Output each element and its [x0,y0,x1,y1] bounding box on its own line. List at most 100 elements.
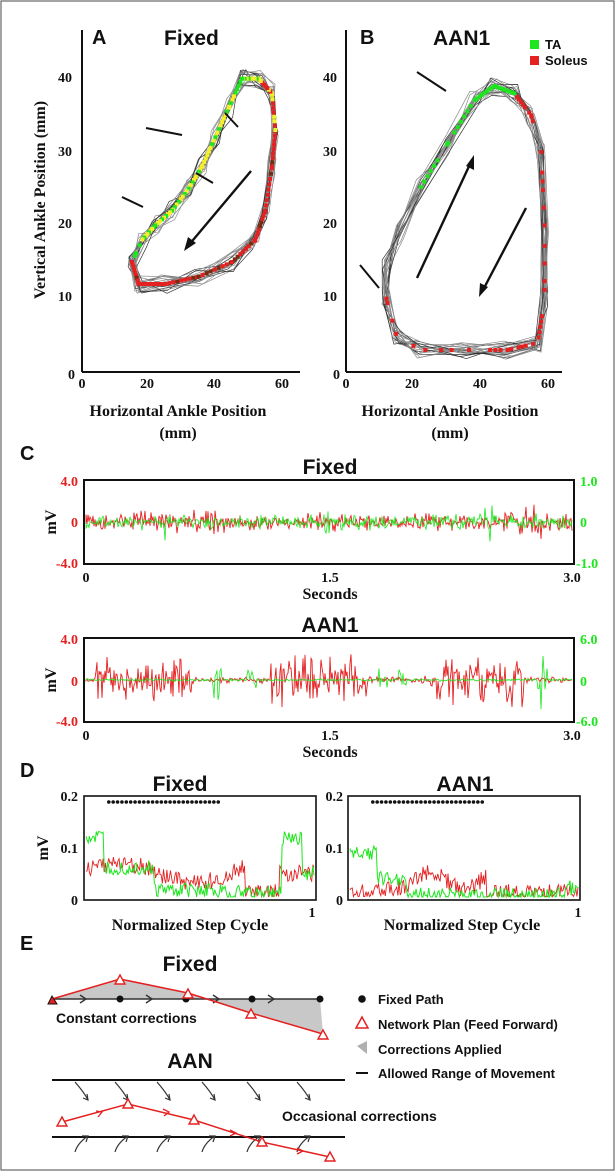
panel-c2-ylabel: mV [43,667,60,692]
emg-dot [212,267,217,272]
stance-dot [111,800,115,804]
panel-a-ytick-30: 30 [58,145,72,160]
emg-dot [542,279,547,284]
emg-dot [449,348,454,352]
stance-dot [375,800,379,804]
emg-dot [200,164,204,169]
panel-letter-e: E [20,933,33,955]
emg-dot [198,167,203,172]
emg-dot [465,109,470,114]
emg-dot [226,106,231,110]
panel-letter-b: B [360,27,374,49]
stance-dot [155,800,159,804]
emg-dot [179,278,184,283]
trajectory-trace [384,89,548,357]
emg-dot [258,223,263,228]
emg-dot [519,100,524,105]
emg-dot [435,158,440,163]
stance-dot [449,800,454,804]
panel-c2-ytick-left-bot: -4.0 [56,715,78,730]
panel-c1-emg-traces [85,504,573,542]
stance-dot [471,800,476,804]
trajectory-trace [381,90,548,357]
emg-dot [509,90,514,95]
emg-dot [452,130,457,135]
stance-dot [432,800,436,804]
emg-dot [267,182,272,187]
emg-dot [480,92,485,97]
panel-d2-title: AAN1 [436,773,493,796]
legend-network-plan-triangle [354,1015,370,1029]
emg-dot [192,177,196,182]
emg-dot [220,264,225,269]
panel-b-xlabel-line2: (mm) [431,425,468,442]
stance-dot [194,800,199,804]
emg-dot [498,348,503,352]
emg-dot [132,267,137,272]
emg-dot [270,155,275,160]
emg-dot [204,271,209,276]
panel-c2-plot: 4.0 0 -4.0 6.0 0 -6.0 mV 0 1.5 3.0 Secon… [43,633,598,761]
stance-dot [388,800,393,804]
emg-dot [253,238,258,242]
stance-dot [392,800,397,804]
emg-dot [530,119,535,124]
panel-b-plot: TA Soleus 0 10 20 30 40 0 20 40 60 Horiz… [323,30,588,442]
panel-d1-xlabel: Normalized Step Cycle [112,917,268,934]
emg-dot [220,120,225,125]
trajectory-trace [132,72,276,288]
emg-dot [422,179,427,184]
trajectory-trace [382,78,549,358]
panel-c2-ytick-right-mid: 0 [580,675,587,690]
panel-a-plot: 0 10 20 30 40 0 20 40 60 Horizontal Ankl… [32,30,300,442]
emg-dot [472,98,477,103]
emg-dot [263,208,268,213]
emg-dot [236,83,241,88]
trajectory-trace [384,86,547,354]
stance-dot [163,800,168,804]
emg-dot [228,101,233,106]
network-plan-points [113,973,330,1040]
panel-c1-xtick-mid: 1.5 [321,571,339,586]
soleus-envelope [349,865,579,898]
diagram-aan-title: AAN [167,1050,213,1073]
panel-a-xtick-60: 60 [275,377,289,392]
panel-c1-frame [83,479,575,565]
emg-dot [223,113,228,118]
emg-dot [149,282,154,286]
emg-dot [210,142,215,147]
emg-dot [272,142,276,147]
emg-dot [259,220,264,225]
panel-c1-ytick-left-top: 4.0 [61,475,79,490]
panel-c2-xtick-end: 3.0 [563,729,581,744]
ta-trace [85,505,573,542]
emg-dot [536,335,541,340]
emg-dot [184,189,189,194]
trajectory-trace [384,81,547,346]
emg-dot [268,171,273,176]
emg-dot [167,281,172,286]
panel-a-ytick-20: 20 [58,217,72,232]
emg-dot [493,348,498,352]
diagram-aan: Occasional corrections [52,1079,437,1162]
emg-dot [182,191,187,196]
panel-c2-ytick-right-top: 6.0 [580,633,598,648]
trajectory-trace [385,95,546,352]
emg-dot [211,138,216,143]
emg-dot [489,85,494,90]
emg-dot [135,278,140,283]
emg-dot [488,348,493,352]
emg-dot [238,252,243,257]
panel-d1-frame [83,795,317,901]
emg-dot [183,277,188,282]
emg-dot [224,262,229,267]
aan-plan-arrows [95,1108,305,1155]
legend-range-label: Allowed Range of Movement [378,1066,556,1081]
panel-letter-a: A [92,27,106,49]
occasional-corrections-label: Occasional corrections [282,1108,437,1124]
stance-dot [212,800,216,804]
soleus-trace [85,654,573,708]
trajectory-trace [128,70,277,293]
stance-dot [406,800,410,804]
emg-dot [495,85,500,90]
